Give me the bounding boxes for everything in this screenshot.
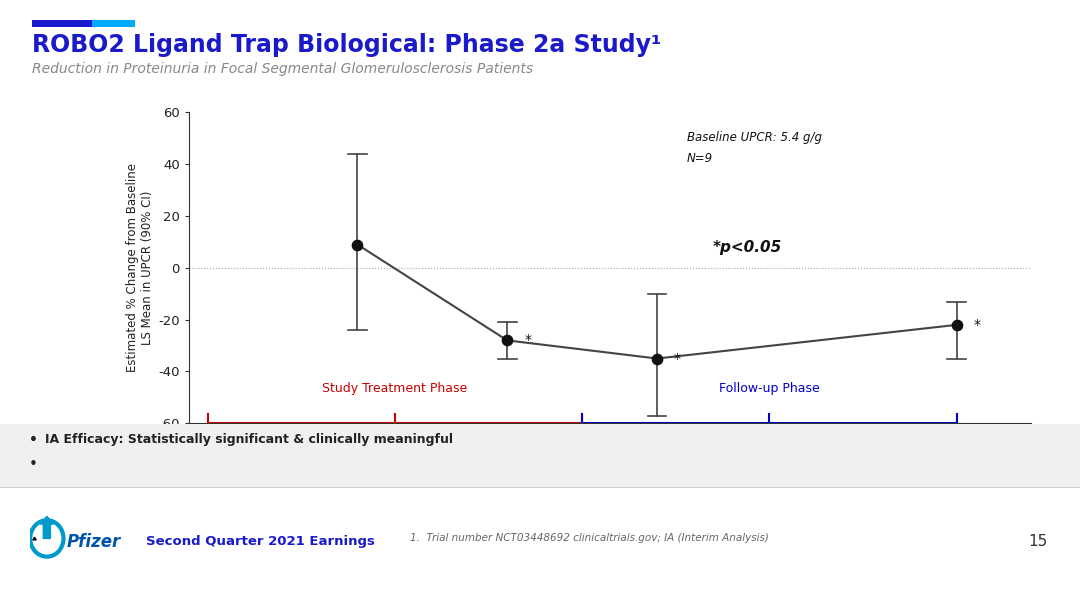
Text: Second Quarter 2021 Earnings: Second Quarter 2021 Earnings xyxy=(146,535,375,548)
Point xyxy=(499,336,516,345)
Text: Urine Protein:Creatinine Ratio (UPCR) Change from Baseline in Steroid/Treatment-: Urine Protein:Creatinine Ratio (UPCR) Ch… xyxy=(41,77,796,90)
Text: Safety:: Safety: xyxy=(45,462,96,475)
Point xyxy=(648,354,665,363)
Text: Treatment every 2 wks: Treatment every 2 wks xyxy=(94,462,241,475)
Text: 15: 15 xyxy=(1028,534,1048,549)
Point xyxy=(349,240,366,249)
Point xyxy=(948,320,966,330)
Text: *: * xyxy=(524,333,531,348)
Text: IA Efficacy: Statistically significant & clinically meaningful: IA Efficacy: Statistically significant &… xyxy=(45,440,454,453)
Text: IA Efficacy: Statistically significant & clinically meaningful: IA Efficacy: Statistically significant &… xyxy=(45,433,454,446)
Text: *: * xyxy=(973,318,981,332)
Text: •: • xyxy=(29,433,38,448)
Text: *: * xyxy=(674,352,680,365)
FancyArrow shape xyxy=(40,516,53,539)
Text: IA Efficacy: Statistically significant & clinically meaningful reduction at 13 w: IA Efficacy: Statistically significant &… xyxy=(45,433,865,446)
Text: ROBO2 Ligand Trap Biological: Phase 2a Study¹: ROBO2 Ligand Trap Biological: Phase 2a S… xyxy=(32,33,662,57)
Text: *p<0.05: *p<0.05 xyxy=(713,240,782,255)
Y-axis label: Estimated % Change from Baseline
LS Mean in UPCR (90% CI): Estimated % Change from Baseline LS Mean… xyxy=(126,163,154,372)
Text: N=9: N=9 xyxy=(687,152,713,165)
Text: to date; study is ongoing: to date; study is ongoing xyxy=(663,462,823,475)
Text: Study Treatment Phase: Study Treatment Phase xyxy=(322,382,468,395)
Text: reduction at 13 wks based on ~50% of the first dose cohort of the study: reduction at 13 wks based on ~50% of the… xyxy=(462,440,920,453)
Text: 1.  Trial number NCT03448692 clinicaltrials.gov; IA (Interim Analysis): 1. Trial number NCT03448692 clinicaltria… xyxy=(410,533,769,542)
Text: Reduction in Proteinuria in Focal Segmental Glomerulosclerosis Patients: Reduction in Proteinuria in Focal Segmen… xyxy=(32,62,534,76)
Text: was well tolerated and no significant safety signals: was well tolerated and no significant sa… xyxy=(221,462,588,475)
Text: Baseline UPCR: 5.4 g/g: Baseline UPCR: 5.4 g/g xyxy=(687,131,822,144)
Text: Pfizer: Pfizer xyxy=(67,533,121,551)
Text: Follow-up Phase: Follow-up Phase xyxy=(719,382,820,395)
Text: •: • xyxy=(29,457,38,472)
Text: •: • xyxy=(29,433,38,448)
